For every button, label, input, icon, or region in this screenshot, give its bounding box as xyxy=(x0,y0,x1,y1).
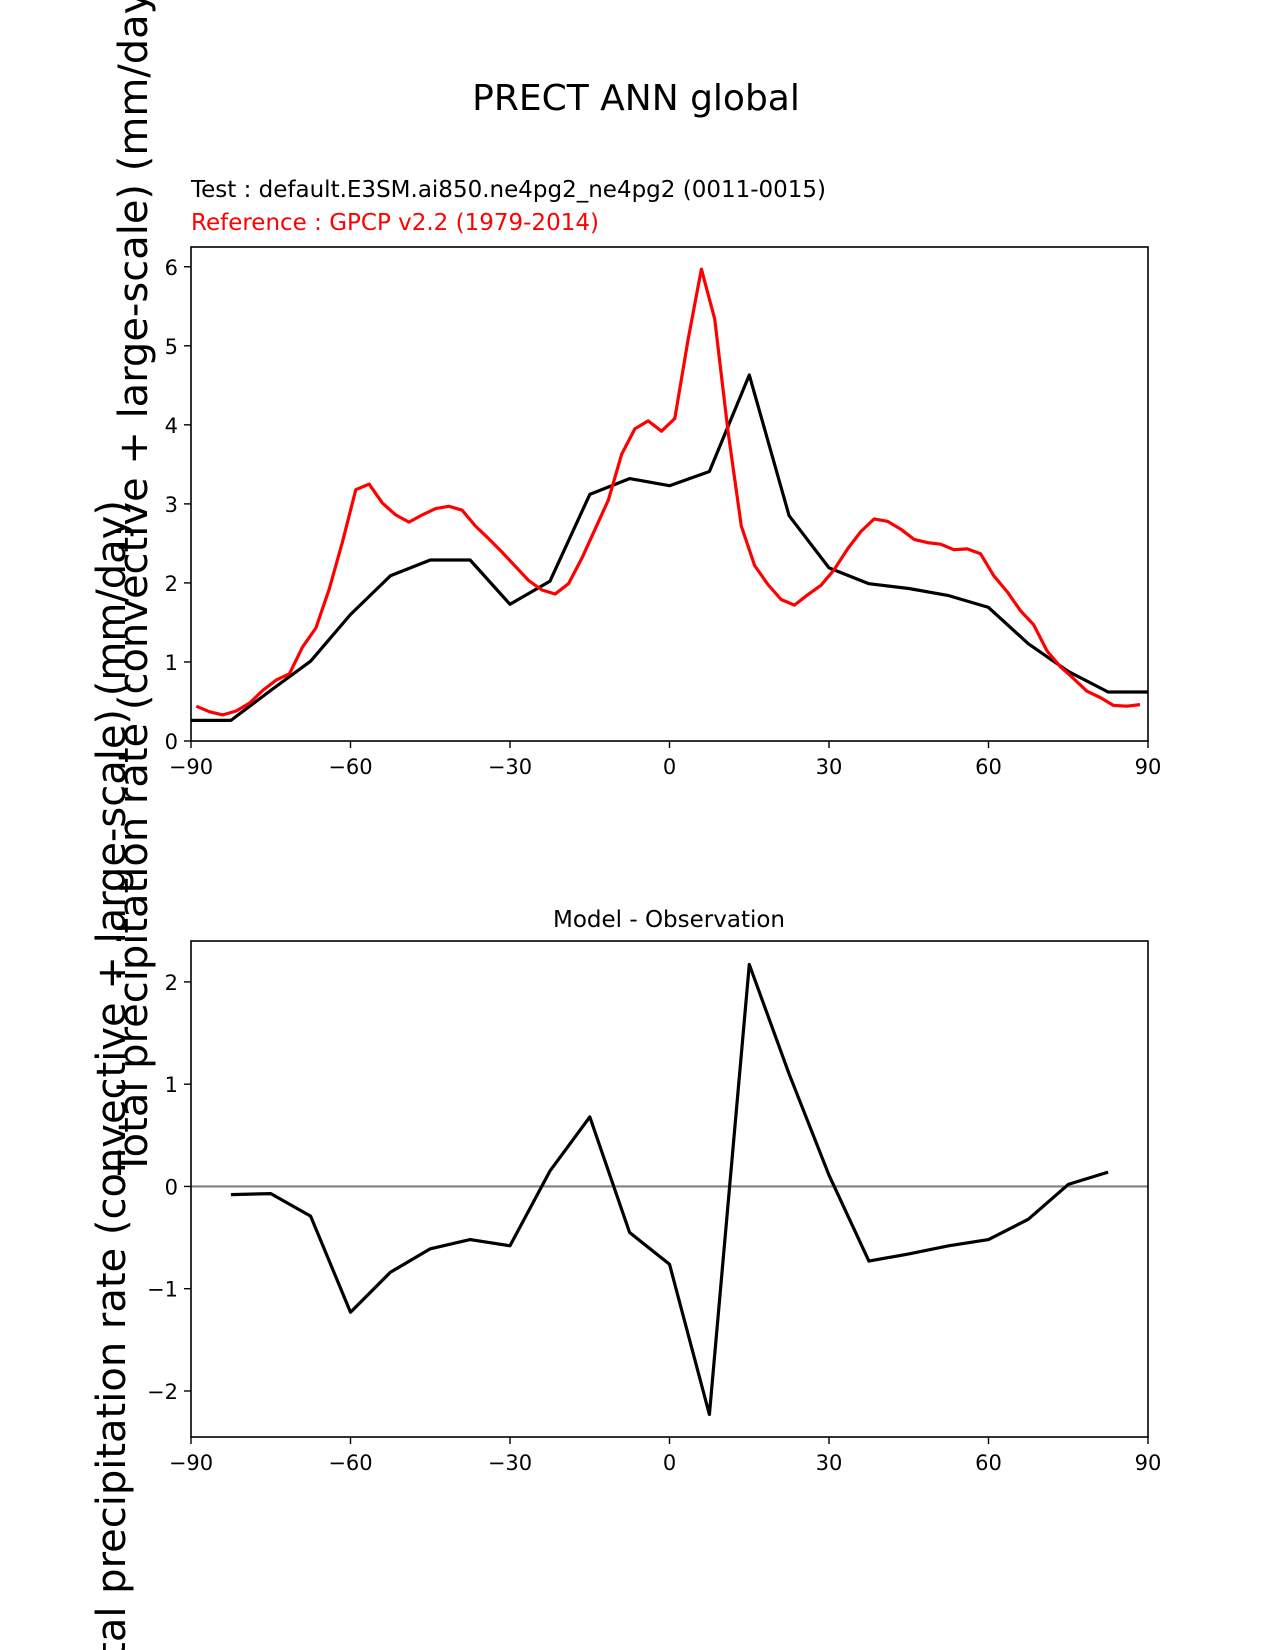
bottom-chart-title: Model - Observation xyxy=(553,907,785,933)
y-tick-label: −2 xyxy=(147,1380,178,1404)
x-tick-label: −60 xyxy=(328,755,372,779)
y-tick-label: 1 xyxy=(165,1073,178,1097)
x-tick-label: −30 xyxy=(488,1451,532,1475)
top-chart: −90 −60 −30 0 30 60 90 0 1 2 3 4 5 6 xyxy=(165,246,1162,779)
y-tick-label: 2 xyxy=(165,971,178,995)
top-subtitle-reference: Reference : GPCP v2.2 (1979-2014) xyxy=(191,210,599,236)
y-tick-label: 5 xyxy=(165,335,178,359)
x-tick-label: 60 xyxy=(975,1451,1002,1475)
top-y-axis-label: Total precipitation rate (convective + l… xyxy=(111,0,157,1176)
y-tick-label: 0 xyxy=(165,1175,178,1199)
plot-frame xyxy=(190,940,1149,1438)
x-tick-label: 30 xyxy=(816,755,843,779)
y-tick-label: 6 xyxy=(165,256,178,280)
x-tick-label: −60 xyxy=(328,1451,372,1475)
y-tick-label: −1 xyxy=(147,1278,178,1302)
series-line-test xyxy=(191,373,1148,723)
bottom-y-axis-label: Total precipitation rate (convective + l… xyxy=(89,500,135,1650)
x-tick-label: 60 xyxy=(975,755,1002,779)
plot-frame xyxy=(190,246,1149,742)
x-tick-label: 90 xyxy=(1135,755,1162,779)
y-tick-label: 1 xyxy=(165,651,178,675)
x-tick-label: 0 xyxy=(663,1451,676,1475)
x-tick-label: 90 xyxy=(1135,1451,1162,1475)
x-tick-label: 30 xyxy=(816,1451,843,1475)
y-tick-label: 2 xyxy=(165,572,178,596)
y-tick-label: 0 xyxy=(165,730,178,754)
x-tick-label: 0 xyxy=(663,755,676,779)
x-tick-label: −90 xyxy=(169,755,213,779)
y-tick-label: 4 xyxy=(165,414,178,438)
top-subtitle-test: Test : default.E3SM.ai850.ne4pg2_ne4pg2 … xyxy=(190,177,826,203)
series-line-reference xyxy=(195,267,1141,717)
x-tick-label: −90 xyxy=(169,1451,213,1475)
series-line-model-observation xyxy=(230,962,1109,1417)
x-tick-label: −30 xyxy=(488,755,532,779)
figure-title: PRECT ANN global xyxy=(472,78,800,119)
bottom-chart: −90 −60 −30 0 30 60 90 −2 −1 0 1 2 xyxy=(147,940,1162,1475)
y-tick-label: 3 xyxy=(165,493,178,517)
